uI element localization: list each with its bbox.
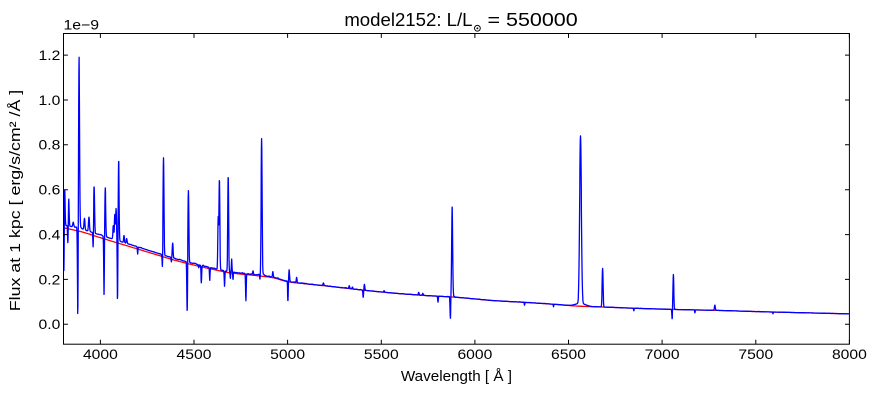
svg-text:7000: 7000 [645,348,680,363]
svg-text:= 550000: = 550000 [488,10,578,30]
svg-text:model2152: L/L: model2152: L/L [344,9,472,30]
svg-text:0.2: 0.2 [38,273,60,288]
svg-text:0.8: 0.8 [38,138,60,153]
svg-text:1.0: 1.0 [38,94,60,109]
svg-text:6000: 6000 [457,348,492,363]
svg-text:1.2: 1.2 [38,49,60,64]
svg-text:6500: 6500 [551,348,586,363]
svg-text:1e−9: 1e−9 [64,17,100,33]
svg-text:5500: 5500 [364,348,399,363]
svg-text:4500: 4500 [177,348,212,363]
svg-text:Wavelength [ Å ]: Wavelength [ Å ] [401,368,512,385]
svg-text:7500: 7500 [738,348,773,363]
svg-text:5000: 5000 [270,348,305,363]
svg-text:Flux at 1 kpc [ erg/s/cm² /Å ]: Flux at 1 kpc [ erg/s/cm² /Å ] [6,90,23,312]
svg-text:0.4: 0.4 [38,228,60,243]
svg-text:0.6: 0.6 [38,183,60,198]
svg-text:4000: 4000 [83,348,118,363]
svg-text:0.0: 0.0 [38,318,60,333]
svg-text:8000: 8000 [832,348,867,363]
